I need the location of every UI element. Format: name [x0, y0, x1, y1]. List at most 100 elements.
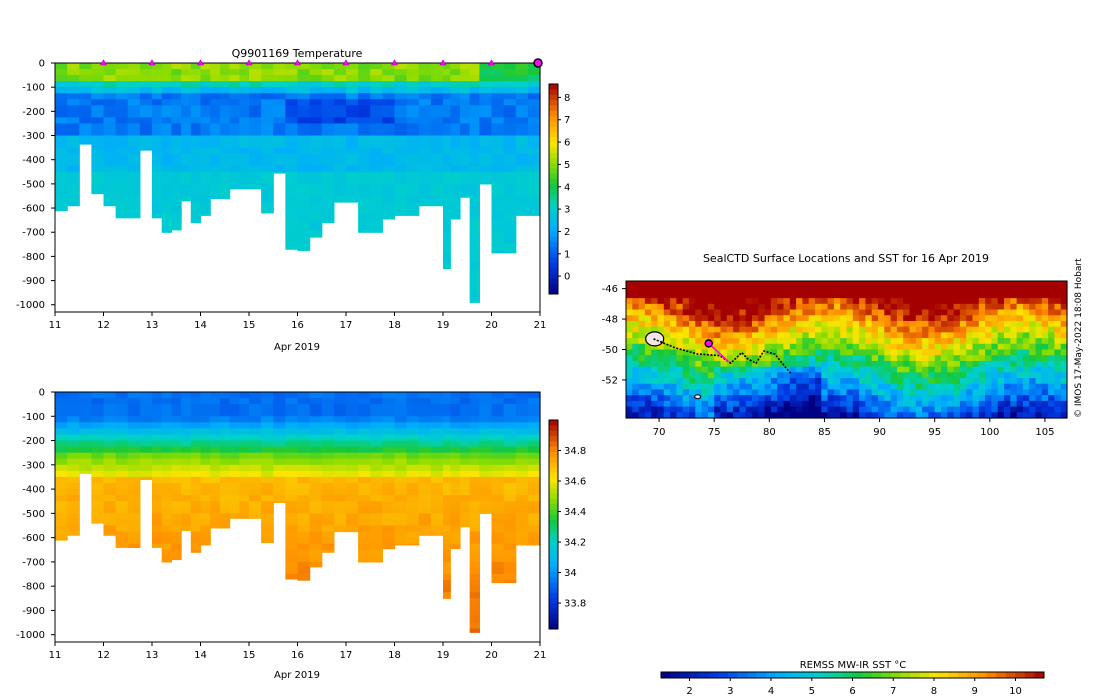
- sst-cell: [878, 343, 885, 351]
- section-cell: [346, 117, 359, 125]
- section-cell: [127, 195, 141, 203]
- section-cell: [152, 470, 163, 478]
- section-cell: [152, 195, 163, 203]
- section-cell: [91, 171, 105, 179]
- section-cell: [469, 171, 480, 179]
- section-cell: [152, 93, 163, 100]
- sst-cell: [903, 389, 911, 396]
- sst-cell: [714, 286, 722, 294]
- section-cell: [358, 483, 371, 490]
- sst-cell: [859, 338, 866, 345]
- sst-cell: [752, 355, 759, 362]
- sst-cell: [884, 372, 892, 379]
- sst-cell: [966, 406, 974, 413]
- sst-cell: [1054, 281, 1062, 288]
- sst-cell: [802, 303, 810, 311]
- sst-cell: [752, 389, 759, 396]
- section-cell: [171, 87, 182, 94]
- sst-cell: [978, 315, 986, 322]
- section-cell: [370, 543, 383, 551]
- section-cell: [219, 495, 231, 502]
- section-cell: [382, 177, 396, 185]
- section-cell: [161, 93, 172, 100]
- section-cell: [285, 574, 299, 580]
- section-cell: [503, 177, 517, 185]
- section-cell: [309, 232, 323, 238]
- sst-cell: [764, 372, 772, 379]
- sst-cell: [966, 298, 974, 305]
- section-cell: [459, 183, 471, 191]
- sst-cell: [745, 343, 753, 351]
- sst-cell: [670, 349, 677, 356]
- colorbar-segment: [549, 581, 558, 588]
- section-cell: [161, 129, 172, 137]
- section-cell: [469, 298, 480, 303]
- section-cell: [200, 111, 211, 118]
- sst-cell: [764, 395, 772, 402]
- section-cell: [527, 452, 541, 460]
- sst-cell: [1022, 315, 1030, 322]
- section-cell: [249, 404, 262, 411]
- section-cell: [443, 105, 451, 112]
- section-cell: [200, 208, 211, 215]
- sst-cell: [840, 315, 848, 322]
- sst-cell: [978, 332, 986, 339]
- section-cell: [358, 507, 371, 514]
- section-cell: [127, 159, 141, 167]
- section-cell: [321, 141, 335, 149]
- section-cell: [229, 416, 240, 423]
- sst-cell: [915, 343, 923, 351]
- section-cell: [450, 171, 461, 179]
- section-cell: [103, 513, 117, 521]
- section-cell: [67, 105, 80, 112]
- section-cell: [450, 470, 461, 478]
- section-cell: [491, 495, 505, 502]
- sst-cell: [878, 338, 885, 345]
- section-cell: [190, 458, 202, 466]
- sst-cell: [972, 389, 980, 396]
- section-cell: [430, 495, 444, 502]
- section-cell: [103, 495, 117, 502]
- section-cell: [503, 507, 517, 514]
- sst-cell: [789, 332, 797, 339]
- section-cell: [190, 483, 202, 490]
- section-cell: [503, 422, 517, 430]
- sst-cell: [1060, 389, 1068, 396]
- section-cell: [67, 111, 80, 118]
- section-cell: [171, 75, 182, 82]
- section-cell: [181, 87, 192, 94]
- section-cell: [469, 519, 480, 527]
- colorbar-tick-label: 8: [564, 93, 570, 104]
- section-cell: [503, 63, 517, 70]
- section-cell: [115, 422, 129, 430]
- section-cell: [67, 495, 80, 502]
- section-cell: [479, 404, 493, 411]
- section-cell: [515, 531, 529, 539]
- section-cell: [273, 489, 286, 496]
- sst-cell: [821, 338, 829, 345]
- section-cell: [333, 93, 347, 100]
- sst-cell: [676, 412, 684, 419]
- section-cell: [406, 177, 420, 185]
- colorbar-tick-label: 10: [1009, 686, 1022, 697]
- sst-cell: [802, 281, 810, 288]
- sst-cell: [808, 343, 816, 351]
- sst-cell: [884, 298, 892, 305]
- section-cell: [200, 189, 211, 197]
- colorbar-segment: [549, 236, 558, 242]
- sst-cell: [670, 400, 677, 408]
- section-cell: [309, 531, 323, 539]
- sst-cell: [1041, 366, 1049, 373]
- section-cell: [527, 398, 541, 405]
- section-cell: [394, 483, 408, 490]
- section-cell: [515, 392, 529, 399]
- section-cell: [91, 495, 105, 502]
- section-cell: [115, 531, 129, 539]
- section-cell: [91, 440, 105, 448]
- section-cell: [469, 616, 480, 624]
- sst-cell: [934, 292, 942, 299]
- section-cell: [115, 513, 129, 521]
- sst-cell: [626, 320, 633, 328]
- colorbar-tick-label: 34: [564, 568, 577, 579]
- section-cell: [491, 519, 505, 527]
